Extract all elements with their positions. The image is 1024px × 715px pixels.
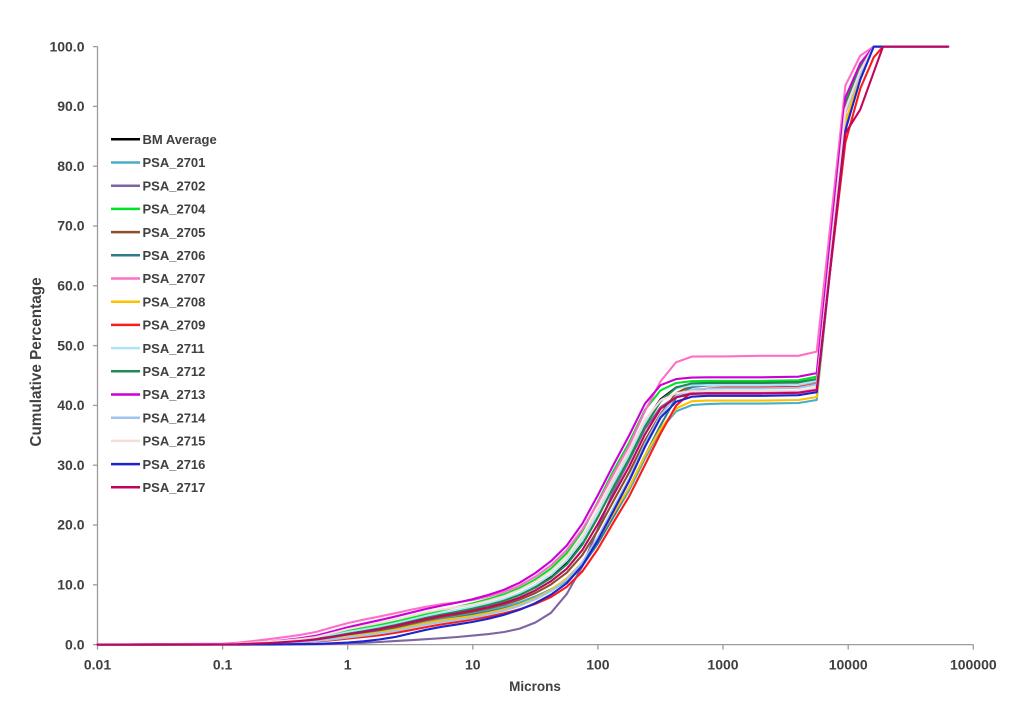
svg-text:100000: 100000 (950, 657, 997, 673)
svg-text:0.1: 0.1 (213, 657, 233, 673)
svg-text:PSA_2704: PSA_2704 (143, 202, 207, 217)
svg-text:10: 10 (465, 657, 481, 673)
svg-text:PSA_2714: PSA_2714 (143, 410, 207, 425)
svg-text:30.0: 30.0 (57, 457, 84, 473)
svg-text:PSA_2713: PSA_2713 (143, 387, 206, 402)
svg-text:0.01: 0.01 (84, 657, 111, 673)
svg-text:PSA_2715: PSA_2715 (143, 434, 206, 449)
svg-text:90.0: 90.0 (57, 98, 84, 114)
svg-text:0.0: 0.0 (65, 636, 85, 652)
svg-text:PSA_2707: PSA_2707 (143, 271, 206, 286)
svg-text:PSA_2711: PSA_2711 (143, 341, 205, 356)
svg-text:100: 100 (586, 657, 610, 673)
svg-text:Cumulative Percentage: Cumulative Percentage (28, 277, 45, 446)
svg-text:PSA_2706: PSA_2706 (143, 248, 206, 263)
svg-text:PSA_2709: PSA_2709 (143, 318, 206, 333)
svg-text:100.0: 100.0 (49, 38, 84, 54)
svg-text:PSA_2702: PSA_2702 (143, 178, 206, 193)
svg-text:80.0: 80.0 (57, 158, 84, 174)
svg-text:BM Average: BM Average (143, 132, 217, 147)
svg-text:PSA_2705: PSA_2705 (143, 225, 206, 240)
svg-text:Microns: Microns (509, 679, 561, 694)
svg-text:70.0: 70.0 (57, 218, 84, 234)
svg-text:1: 1 (344, 657, 352, 673)
svg-text:PSA_2701: PSA_2701 (143, 155, 206, 170)
svg-text:PSA_2712: PSA_2712 (143, 364, 206, 379)
svg-text:20.0: 20.0 (57, 517, 84, 533)
svg-text:40.0: 40.0 (57, 397, 84, 413)
svg-text:10000: 10000 (829, 657, 868, 673)
svg-text:1000: 1000 (707, 657, 738, 673)
svg-text:PSA_2716: PSA_2716 (143, 457, 206, 472)
svg-text:10.0: 10.0 (57, 577, 84, 593)
svg-text:60.0: 60.0 (57, 278, 84, 294)
svg-text:PSA_2708: PSA_2708 (143, 294, 206, 309)
svg-text:PSA_2717: PSA_2717 (143, 480, 206, 495)
svg-text:50.0: 50.0 (57, 337, 84, 353)
